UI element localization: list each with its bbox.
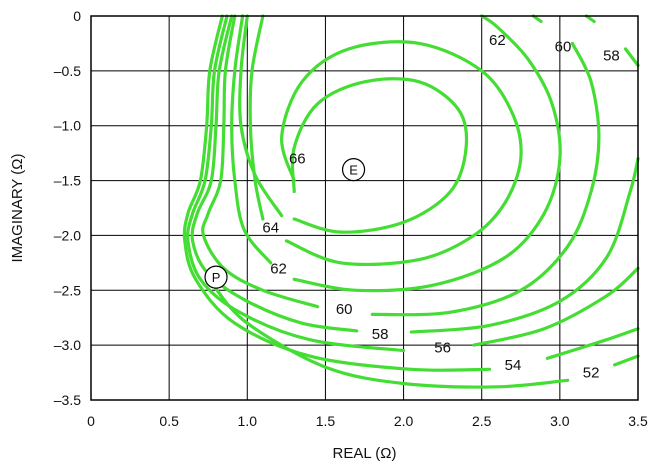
contour-line-62 bbox=[230, 14, 273, 265]
contour-label-66: 66 bbox=[289, 151, 306, 168]
contour-line-54 bbox=[545, 327, 640, 360]
y-tick-label: 0 bbox=[73, 8, 81, 24]
contour-label-62: 62 bbox=[270, 260, 287, 277]
contour-line-62 bbox=[292, 14, 562, 293]
y-tick-label: –1.5 bbox=[54, 173, 81, 189]
marker-letter: E bbox=[349, 163, 358, 178]
contour-line-60 bbox=[531, 14, 543, 24]
y-tick-label: –0.5 bbox=[54, 63, 81, 79]
x-tick-label: 3.5 bbox=[628, 413, 648, 429]
contour-line-52 bbox=[613, 354, 640, 367]
plot-frame bbox=[90, 15, 639, 401]
contour-label-60: 60 bbox=[336, 301, 353, 318]
contour-label-60: 60 bbox=[555, 39, 572, 56]
x-tick-label: 2.0 bbox=[394, 413, 414, 429]
contour-line-56 bbox=[472, 266, 640, 347]
y-tick-label: –1.0 bbox=[54, 118, 81, 134]
contour-label-54: 54 bbox=[505, 357, 522, 374]
y-tick-label: –3.0 bbox=[54, 337, 81, 353]
contour-lines bbox=[182, 14, 640, 389]
contour-line-64 bbox=[280, 40, 523, 267]
y-tick-label: –2.5 bbox=[54, 282, 81, 298]
x-tick-label: 1.0 bbox=[238, 413, 258, 429]
x-axis-title: REAL (Ω) bbox=[333, 445, 397, 462]
contour-line-66 bbox=[238, 14, 284, 218]
contour-line-54 bbox=[182, 14, 492, 372]
contour-label-62: 62 bbox=[489, 32, 506, 49]
contour-line-52 bbox=[211, 283, 570, 389]
contour-label-52: 52 bbox=[583, 365, 600, 382]
x-tick-label: 0 bbox=[87, 413, 95, 429]
grid bbox=[90, 15, 639, 401]
contour-label-58: 58 bbox=[603, 47, 620, 64]
contour-line-66 bbox=[290, 77, 469, 234]
contour-line-58 bbox=[584, 14, 596, 24]
contour-label-58: 58 bbox=[372, 326, 389, 343]
contour-line-58 bbox=[190, 14, 359, 333]
x-tick-label: 2.5 bbox=[472, 413, 492, 429]
marker-e: E bbox=[341, 158, 366, 182]
contour-line-58 bbox=[409, 157, 640, 334]
y-tick-labels: 0 –0.5 –1.0 –1.5 –2.0 –2.5 –3.0 –3.5 bbox=[54, 8, 81, 408]
contour-label-56: 56 bbox=[434, 339, 451, 356]
marker-letter: P bbox=[212, 270, 221, 285]
x-tick-label: 0.5 bbox=[159, 413, 179, 429]
contour-line-58 bbox=[623, 47, 640, 67]
contour-line-60 bbox=[201, 14, 320, 309]
y-tick-label: –3.5 bbox=[54, 392, 81, 408]
contour-line-64 bbox=[248, 14, 265, 221]
y-tick-label: –2.0 bbox=[54, 227, 81, 243]
x-tick-label: 1.5 bbox=[316, 413, 336, 429]
y-axis-title: IMAGINARY (Ω) bbox=[9, 153, 26, 262]
contour-labels: 66 64 62 62 60 60 58 58 56 54 52 bbox=[262, 32, 619, 381]
marker-circle bbox=[204, 265, 228, 289]
marker-circle bbox=[341, 158, 366, 182]
contour-label-64: 64 bbox=[262, 220, 279, 237]
x-tick-label: 3.0 bbox=[550, 413, 570, 429]
contour-line-60 bbox=[370, 41, 601, 317]
point-markers: EP bbox=[204, 158, 366, 289]
marker-p: P bbox=[204, 265, 228, 289]
contour-line-56 bbox=[186, 14, 406, 353]
x-tick-labels: 0 0.5 1.0 1.5 2.0 2.5 3.0 3.5 bbox=[87, 413, 648, 429]
